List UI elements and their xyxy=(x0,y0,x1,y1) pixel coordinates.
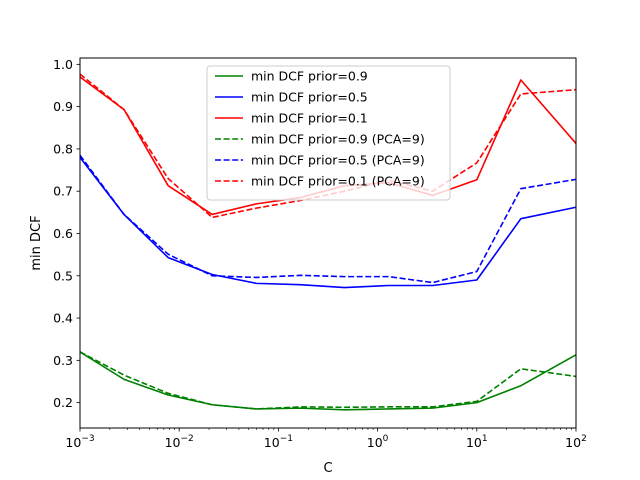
y-tick-label: 0.8 xyxy=(53,141,73,156)
y-tick-label: 0.9 xyxy=(53,99,73,114)
legend-entry-label: min DCF prior=0.9 xyxy=(251,69,368,84)
legend-entry-label: min DCF prior=0.1 xyxy=(251,111,368,126)
x-tick-label: 100 xyxy=(367,434,389,450)
x-axis-label: C xyxy=(323,461,332,476)
x-tick-label: 10−2 xyxy=(165,434,194,450)
series-line-1 xyxy=(79,351,577,411)
x-tick-label-base: 10 xyxy=(65,435,81,450)
y-tick-label: 0.4 xyxy=(53,311,73,326)
x-tick-label-exponent: 1 xyxy=(482,434,488,444)
x-tick-label-exponent: −3 xyxy=(81,434,94,444)
series-line-2 xyxy=(79,156,577,289)
y-tick-label: 0.7 xyxy=(53,184,73,199)
series-line-5 xyxy=(79,154,577,284)
x-tick-label-exponent: −1 xyxy=(280,434,293,444)
series-line-6 xyxy=(79,73,577,219)
x-tick-label-base: 10 xyxy=(264,435,280,450)
series-line-4 xyxy=(79,351,577,410)
y-tick-label: 1.0 xyxy=(53,57,73,72)
x-tick-label: 10−1 xyxy=(264,434,293,450)
x-tick-label-exponent: 2 xyxy=(581,434,587,444)
x-tick-label: 102 xyxy=(565,434,587,450)
y-tick-label: 0.2 xyxy=(53,395,73,410)
x-tick-label-exponent: −2 xyxy=(181,434,194,444)
legend-entry-label: min DCF prior=0.5 xyxy=(251,90,368,105)
x-tick-label-exponent: 0 xyxy=(383,434,389,444)
legend: min DCF prior=0.9 min DCF prior=0.5 min DC… xyxy=(206,65,451,201)
legend-entry-label: min DCF prior=0.1 (PCA=9) xyxy=(251,174,425,189)
x-tick-label-base: 10 xyxy=(565,435,581,450)
x-tick-label: 10−3 xyxy=(65,434,94,450)
axis-ticks: 0.20.30.40.50.60.70.80.91.010−3 10−2 10−1 1… xyxy=(53,57,587,450)
y-axis-label: min DCF xyxy=(29,215,44,270)
x-tick-label-base: 10 xyxy=(466,435,482,450)
legend-box xyxy=(206,65,451,201)
x-tick-label-base: 10 xyxy=(165,435,181,450)
plot-frame xyxy=(79,57,577,429)
legend-entry-label: min DCF prior=0.9 (PCA=9) xyxy=(251,132,425,147)
y-tick-label: 0.6 xyxy=(53,226,73,241)
x-tick-label-base: 10 xyxy=(367,435,383,450)
y-tick-label: 0.5 xyxy=(53,268,73,283)
x-tick-label: 101 xyxy=(466,434,488,450)
y-tick-label: 0.3 xyxy=(53,353,73,368)
legend-entry-label: min DCF prior=0.5 (PCA=9) xyxy=(251,153,425,168)
